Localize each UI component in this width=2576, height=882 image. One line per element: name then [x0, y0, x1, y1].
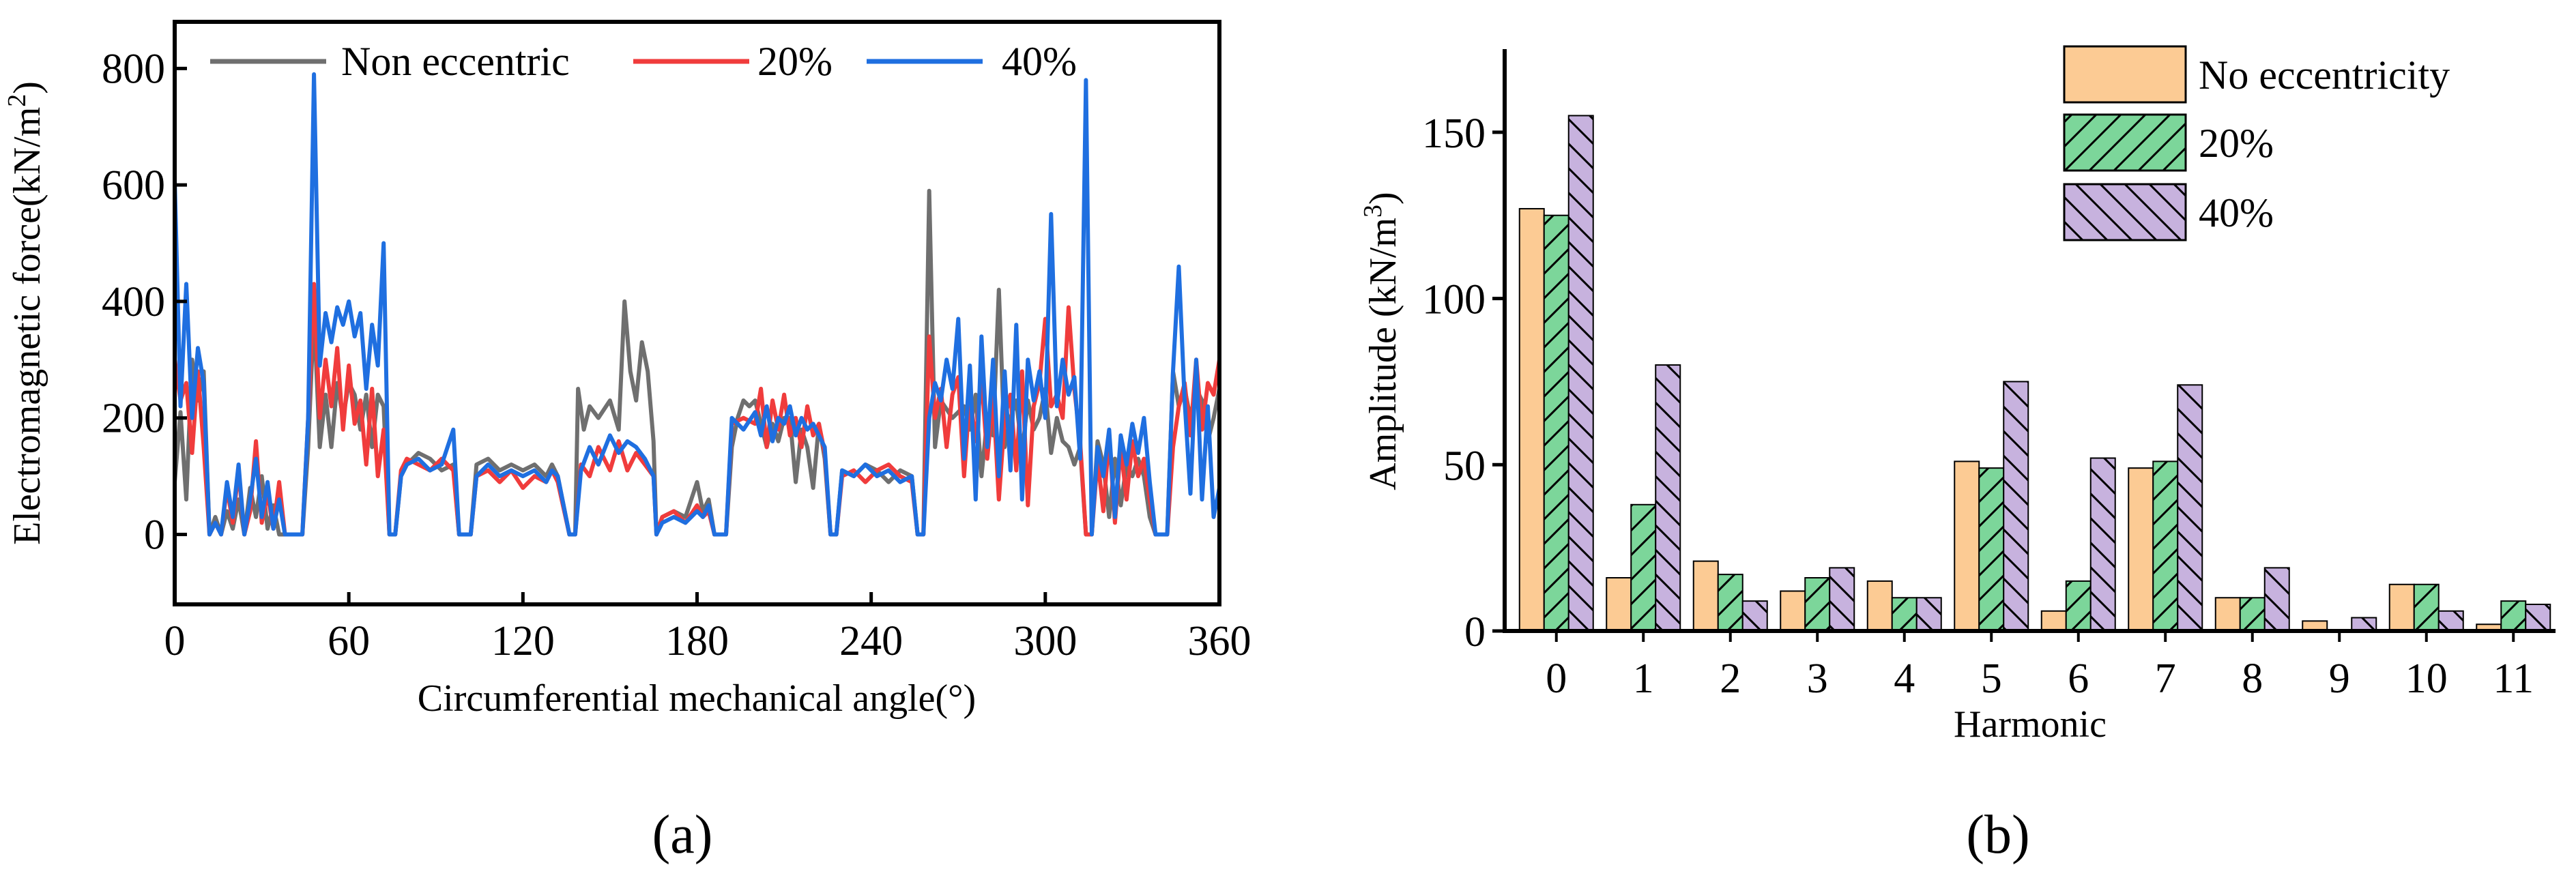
bar-hatch-2-8 [2264, 568, 2289, 631]
x-tick-label: 240 [839, 618, 903, 664]
x-tick-label: 3 [1807, 656, 1828, 702]
legend-label-0: No eccentricity [2199, 53, 2450, 98]
y-axis-label-close: ) [1362, 192, 1404, 205]
x-tick-label: 2 [1720, 656, 1741, 702]
bar-hatch-1-2 [1718, 574, 1743, 631]
bar-hatch-1-8 [2240, 598, 2265, 631]
panel-label-a: (a) [652, 805, 713, 865]
legend-swatch-0 [2063, 45, 2187, 104]
series-line-2 [175, 72, 1219, 537]
x-axis-label: Circumferential mechanical angle(°) [418, 677, 976, 720]
bar-hatch-2-6 [2090, 458, 2115, 631]
x-axis-label: Harmonic [1954, 703, 2107, 746]
line-chart-panel: 0 200 400 600 800 0 60 120 180 240 300 360 Non ecc… [3, 20, 1251, 865]
legend-label-2: 40% [2199, 190, 2274, 235]
bar-hatch-2-3 [1829, 568, 1855, 631]
x-tick-label: 4 [1894, 656, 1915, 702]
x-tick-label: 5 [1981, 656, 2002, 702]
bar-0-6 [2040, 610, 2067, 632]
bar-series-group [1518, 115, 2551, 632]
panel-label-b: (b) [1966, 805, 2029, 865]
bar-0-8 [2214, 597, 2241, 632]
bar-hatch-2-11 [2526, 604, 2551, 631]
bar-0-10 [2388, 583, 2415, 632]
bar-0-1 [1606, 577, 1632, 632]
legend-label-0: Non eccentric [341, 39, 570, 84]
bar-hatch-1-3 [1805, 578, 1830, 631]
x-tick-label: 6 [2068, 656, 2089, 702]
x-tick-label: 0 [1546, 656, 1567, 702]
x-axis-ticks: 0 60 120 180 240 300 360 [164, 592, 1251, 664]
x-tick-label: 7 [2155, 656, 2176, 702]
bar-hatch-1-0 [1544, 215, 1569, 631]
y-axis-label: Electromagnetic force(kN/m2) [3, 81, 48, 545]
bar-hatch-1-10 [2414, 584, 2439, 631]
bar-hatch-1-6 [2066, 580, 2091, 631]
bar-hatch-2-0 [1568, 115, 1593, 631]
bar-0-7 [2128, 467, 2154, 632]
x-tick-label: 300 [1013, 618, 1077, 664]
y-tick-label: 200 [102, 396, 165, 442]
y-axis-label: Amplitude (kN/m3) [1359, 192, 1404, 490]
bar-hatch-2-10 [2438, 611, 2463, 631]
bar-0-4 [1866, 580, 1893, 632]
y-axis-label-main: Electromagnetic force(kN/m [6, 107, 48, 545]
y-axis-label-superscript: 3 [1359, 205, 1387, 218]
x-tick-label: 8 [2242, 656, 2263, 702]
bar-0-3 [1780, 590, 1806, 632]
legend: Non eccentric 20% 40% [210, 39, 1077, 84]
legend-label-1: 20% [2199, 121, 2274, 166]
y-axis-ticks: 0 200 400 600 800 [102, 46, 187, 559]
bar-0-2 [1692, 560, 1719, 632]
x-tick-label: 60 [328, 618, 370, 664]
x-tick-label: 180 [665, 618, 729, 664]
series-line-1 [175, 282, 1219, 537]
bar-hatch-1-1 [1631, 504, 1656, 631]
plot-frame [173, 20, 1221, 606]
y-tick-label: 0 [144, 512, 165, 559]
y-axis-label-main: Amplitude (kN/m [1362, 218, 1404, 490]
bar-hatch-2-1 [1655, 365, 1681, 631]
y-tick-label: 150 [1422, 111, 1486, 157]
bar-hatch-1-5 [1979, 468, 2004, 631]
y-axis-label-superscript: 2 [3, 94, 31, 107]
x-tick-label: 11 [2493, 656, 2534, 702]
y-axis-ticks: 0 50 100 150 [1422, 111, 1505, 656]
legend: No eccentricity 20% 40% [2063, 45, 2450, 241]
y-tick-label: 0 [1464, 609, 1486, 656]
y-tick-label: 50 [1443, 443, 1486, 489]
bar-hatch-1-7 [2153, 461, 2178, 631]
bar-hatch-2-2 [1742, 601, 1767, 631]
x-tick-label: 0 [164, 618, 186, 664]
x-tick-label: 10 [2405, 656, 2448, 702]
y-tick-label: 800 [102, 46, 165, 92]
bar-hatch-1-4 [1892, 598, 1917, 631]
y-tick-label: 100 [1422, 277, 1486, 323]
y-axis-label-close: ) [6, 81, 48, 94]
axis-lines [1503, 49, 2556, 633]
legend-swatch-hatch-2 [2064, 184, 2186, 240]
bar-0-5 [1954, 460, 1980, 632]
x-tick-label: 120 [491, 618, 555, 664]
legend-swatch-hatch-1 [2064, 115, 2186, 171]
bar-hatch-2-4 [1916, 598, 1941, 631]
bar-hatch-2-7 [2177, 385, 2203, 631]
y-tick-label: 600 [102, 162, 165, 209]
x-tick-label: 1 [1633, 656, 1654, 702]
bar-hatch-2-5 [2003, 381, 2029, 631]
bar-0-0 [1518, 207, 1545, 632]
y-tick-label: 400 [102, 279, 165, 325]
x-axis-ticks: 0 1 2 3 4 5 6 7 8 9 10 11 [1546, 631, 2534, 702]
bar-hatch-1-11 [2501, 601, 2526, 631]
line-series-group [175, 72, 1219, 537]
bar-hatch-2-9 [2351, 617, 2377, 631]
bar-chart-panel: 0 50 100 150 0 1 2 3 4 5 6 7 8 9 10 11 No eccentricity… [1359, 45, 2556, 865]
legend-label-1: 20% [757, 39, 833, 84]
x-tick-label: 9 [2329, 656, 2350, 702]
x-tick-label: 360 [1188, 618, 1251, 664]
legend-label-2: 40% [1002, 39, 1077, 84]
